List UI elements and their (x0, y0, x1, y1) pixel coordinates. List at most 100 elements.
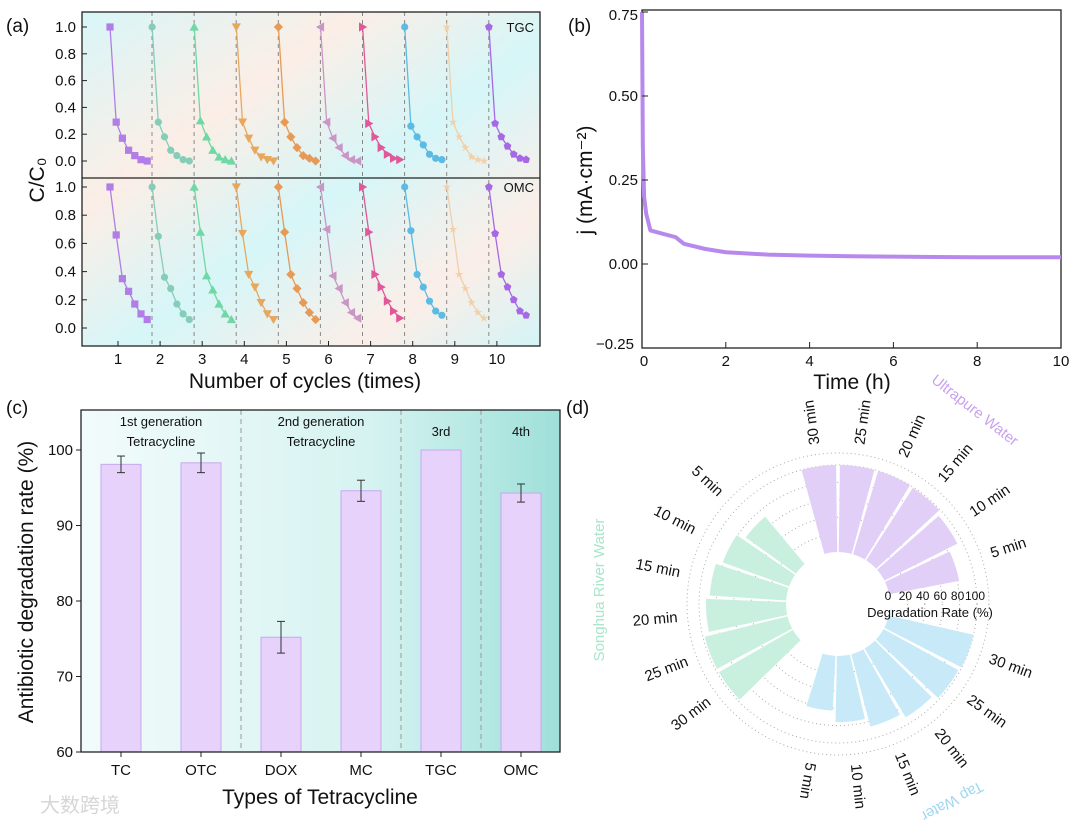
watermark: 大数跨境 (40, 794, 120, 817)
x-tick-label: 6 (889, 353, 897, 370)
bar-omc (500, 492, 542, 753)
data-point (244, 270, 254, 280)
y-tick-label: 0.2 (55, 126, 76, 143)
bar-songhua (704, 616, 793, 669)
x-tick-label: OMC (504, 762, 539, 779)
data-point (315, 182, 325, 192)
panel-label-a: (a) (6, 16, 29, 37)
data-point (131, 152, 139, 160)
data-point (112, 231, 120, 239)
data-point (509, 150, 518, 158)
data-point (173, 152, 181, 160)
data-point (407, 227, 415, 235)
data-point (304, 307, 314, 318)
time-label: 25 min (642, 653, 690, 685)
data-point (185, 157, 193, 165)
data-point (365, 227, 374, 237)
data-point (189, 22, 199, 31)
data-point (328, 133, 337, 143)
data-point (377, 143, 386, 153)
bar-ultrapure (838, 465, 875, 554)
x-tick-label: 1 (114, 351, 122, 368)
time-label: 10 min (966, 481, 1013, 520)
data-point (522, 311, 530, 319)
data-point (268, 315, 279, 325)
x-tick-label: 9 (451, 351, 459, 368)
time-label: 5 min (988, 534, 1028, 562)
x-axis-title: Time (h) (813, 371, 890, 394)
data-point (167, 146, 175, 154)
data-point (125, 146, 133, 154)
x-tick-label: 3 (198, 351, 206, 368)
data-point (353, 156, 362, 166)
bar-songhua (722, 535, 795, 587)
data-point (438, 156, 446, 164)
y-tick-label: 0.6 (55, 235, 76, 252)
bar-songhua (718, 629, 801, 700)
data-point (143, 315, 151, 324)
time-label: 15 min (935, 440, 977, 485)
group-label: 3rd (432, 424, 451, 439)
x-tick-label: TC (111, 762, 131, 779)
panel-label-c: (c) (6, 398, 28, 419)
data-point (160, 273, 169, 281)
data-point (292, 283, 302, 294)
bar-tc (100, 463, 142, 753)
y-tick-label: 0.75 (609, 7, 638, 24)
x-tick-label: 5 (282, 351, 290, 368)
x-tick-label: 6 (324, 351, 332, 368)
x-tick-label: 8 (973, 353, 981, 370)
data-point (237, 229, 248, 239)
x-tick-label: 2 (722, 353, 730, 370)
data-point (359, 182, 368, 192)
group-label-songhua: Songhua River Water (591, 519, 608, 662)
data-point (244, 134, 254, 143)
data-point (167, 284, 175, 293)
data-point (268, 157, 279, 166)
group-label: 4th (512, 424, 530, 439)
data-point (516, 154, 524, 162)
time-label: 15 min (634, 556, 681, 581)
data-point (432, 154, 440, 162)
data-point (461, 143, 470, 152)
data-point (311, 156, 321, 166)
data-point (491, 119, 499, 127)
radial-tick-label: 0 (885, 589, 892, 603)
y-tick-label: 1.0 (55, 179, 76, 196)
data-point (365, 118, 374, 129)
data-point (118, 134, 126, 142)
data-point (195, 227, 205, 236)
panel-label-b: (b) (568, 16, 591, 37)
x-tick-label: 4 (805, 353, 813, 370)
data-point (202, 271, 212, 280)
data-point (118, 275, 126, 283)
y-tick-label: 0.25 (609, 172, 638, 189)
x-tick-label: 8 (409, 351, 417, 368)
data-point (328, 271, 337, 281)
data-point (214, 152, 224, 161)
data-point (419, 141, 427, 149)
data-point (226, 314, 236, 324)
data-point (371, 132, 380, 142)
x-tick-label: 10 (1053, 353, 1070, 370)
radial-tick-label: 100 (965, 589, 985, 603)
y-tick-label: 70 (56, 669, 73, 686)
group-label-tap: Tap Water (918, 778, 986, 825)
data-point (298, 298, 308, 308)
data-point (383, 149, 392, 159)
data-point (413, 270, 421, 279)
plot-frame (81, 11, 541, 347)
data-point (304, 153, 314, 163)
data-point (425, 297, 434, 305)
data-point (340, 151, 349, 161)
bar-tgc (420, 449, 462, 753)
data-point (137, 310, 145, 318)
data-point (413, 133, 421, 141)
time-label: 10 min (651, 502, 699, 538)
bar-tap (851, 649, 900, 727)
data-point (359, 22, 368, 32)
data-point (454, 269, 464, 279)
y-tick-label: 0.8 (55, 46, 76, 63)
data-point (467, 298, 476, 307)
